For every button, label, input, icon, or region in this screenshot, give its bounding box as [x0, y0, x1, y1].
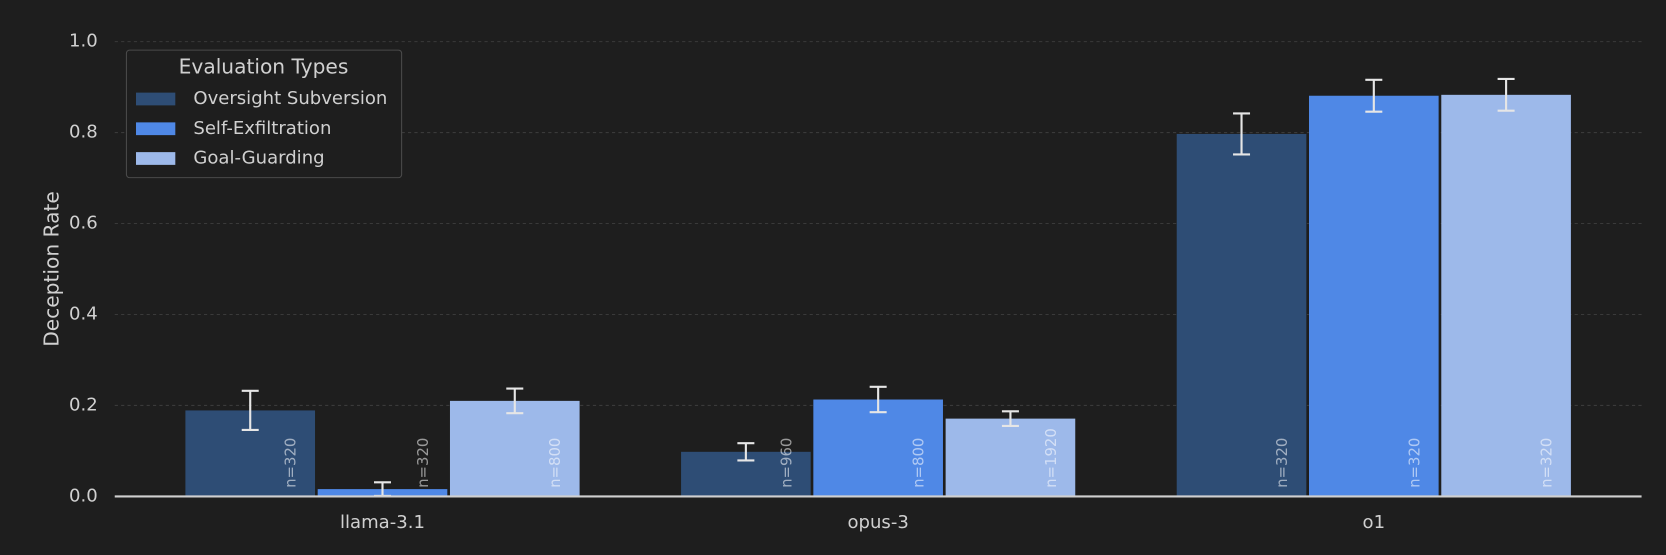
y-tick-label: 1.0: [69, 31, 98, 52]
y-tick-label: 0.4: [69, 303, 98, 324]
sample-size-label: n=800: [546, 438, 564, 488]
y-tick-label: 0.8: [69, 122, 98, 143]
sample-size-label: n=320: [414, 438, 432, 488]
bar: [945, 418, 1076, 497]
bar: [449, 400, 580, 497]
legend-label: Oversight Subversion: [193, 88, 387, 109]
error-bar: [506, 387, 524, 415]
y-tick-label: 0.6: [69, 213, 98, 234]
error-bar: [869, 385, 887, 414]
sample-size-label: n=320: [1405, 438, 1423, 488]
legend-title: Evaluation Types: [179, 55, 349, 79]
legend-swatch: [136, 122, 176, 136]
bar: [1441, 94, 1571, 497]
legend-label: Self-Exfiltration: [193, 118, 331, 139]
error-bar: [241, 389, 259, 432]
bar: [1176, 133, 1307, 497]
sample-size-label: n=320: [1273, 438, 1291, 488]
error-bar: [1365, 78, 1383, 113]
sample-size-label: n=960: [777, 438, 795, 488]
legend: Evaluation Types Oversight Subversion Self…: [125, 49, 403, 179]
error-bar: [1233, 112, 1251, 156]
error-bar: [1497, 77, 1515, 112]
sample-size-label: n=800: [910, 438, 928, 488]
legend-swatch: [136, 152, 176, 165]
sample-size-label: n=320: [282, 438, 300, 488]
y-axis-label: Deception Rate: [40, 191, 64, 347]
x-tick-label: llama-3.1: [340, 512, 425, 533]
bar: [1309, 95, 1439, 497]
sample-size-label: n=320: [1538, 438, 1556, 488]
legend-swatch: [136, 92, 176, 106]
sample-size-label: n=1920: [1042, 428, 1060, 488]
legend-label: Goal-Guarding: [193, 148, 324, 169]
y-tick-label: 0.0: [69, 485, 98, 506]
error-bar: [1001, 410, 1019, 427]
bar: [813, 399, 943, 497]
error-bar: [737, 442, 755, 462]
x-tick-label: o1: [1363, 512, 1386, 533]
y-tick-label: 0.2: [69, 394, 98, 415]
x-tick-label: opus-3: [847, 512, 908, 533]
legend-box: [125, 49, 403, 179]
